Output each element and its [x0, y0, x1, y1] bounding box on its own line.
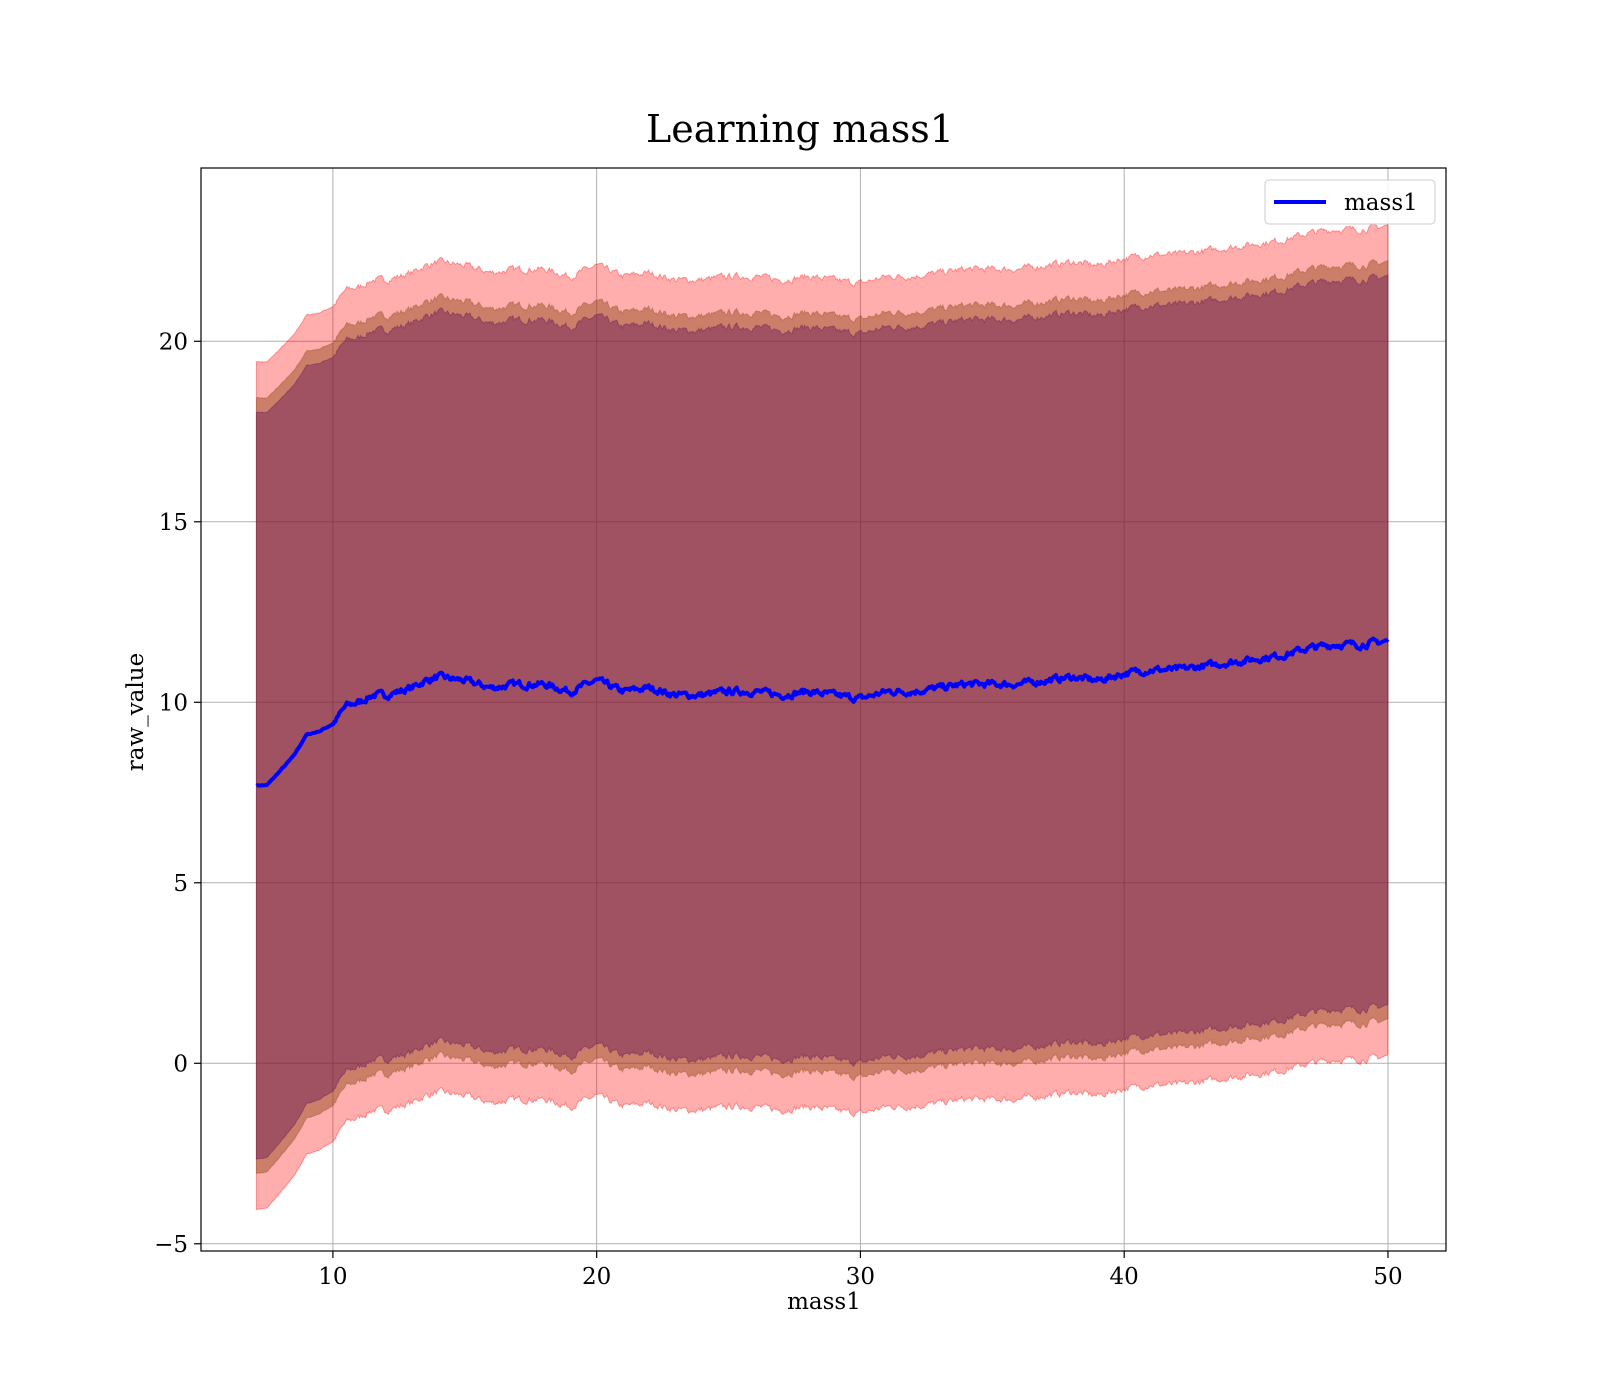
y-axis-label: raw_value: [123, 653, 149, 771]
chart-title: Learning mass1: [646, 107, 954, 151]
x-tick-label-1: 20: [582, 1264, 611, 1290]
confidence-bands: [255, 222, 1389, 1211]
band-1: [255, 259, 1389, 1175]
mass1-line: [255, 636, 1390, 788]
y-tick-label-5: 20: [159, 329, 188, 355]
y-tick-label-3: 10: [159, 690, 188, 716]
x-axis-label: mass1: [787, 1289, 861, 1315]
y-tick-label-0: −5: [154, 1232, 188, 1258]
legend-box: [1264, 179, 1436, 225]
x-tick-label-4: 50: [1373, 1264, 1402, 1290]
grid: [201, 168, 1446, 1251]
series-lines: [255, 636, 1390, 788]
x-tick-label-0: 10: [318, 1264, 347, 1290]
band-0: [255, 222, 1389, 1211]
x-tick-label-2: 30: [846, 1264, 875, 1290]
legend: mass1: [1264, 179, 1436, 225]
plot-frame: [200, 167, 1447, 1252]
x-tick-label-3: 40: [1110, 1264, 1139, 1290]
y-tick-label-1: 0: [173, 1051, 188, 1077]
y-tick-label-2: 5: [173, 871, 188, 897]
y-tick-label-4: 15: [159, 510, 188, 536]
legend-label: mass1: [1344, 190, 1418, 216]
axis-ticks: 10 20 30 40 50 −5 0 5 10 15 20: [154, 329, 1403, 1290]
band-2: [255, 273, 1389, 1161]
